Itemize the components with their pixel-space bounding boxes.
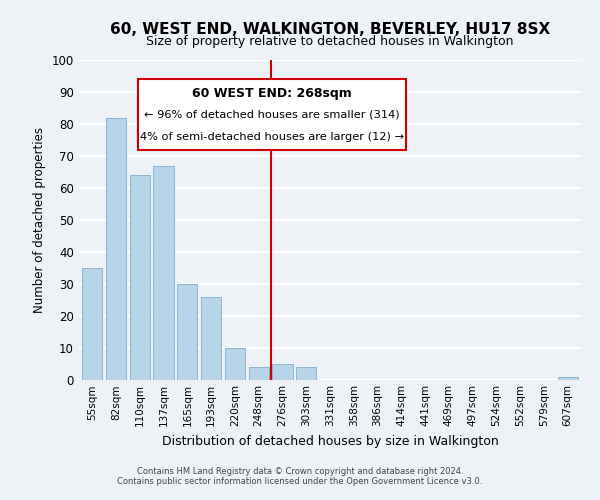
Bar [248,367,269,380]
Text: Contains HM Land Registry data © Crown copyright and database right 2024.: Contains HM Land Registry data © Crown c… [137,467,463,476]
Bar [272,364,293,380]
Text: ← 96% of detached houses are smaller (314): ← 96% of detached houses are smaller (31… [144,110,400,120]
Text: Size of property relative to detached houses in Walkington: Size of property relative to detached ho… [146,35,514,48]
Bar [201,297,221,380]
Bar [557,377,578,380]
Bar [225,348,245,380]
Text: 4% of semi-detached houses are larger (12) →: 4% of semi-detached houses are larger (1… [140,132,404,142]
Y-axis label: Number of detached properties: Number of detached properties [33,127,46,313]
Bar [106,118,126,380]
Text: Contains public sector information licensed under the Open Government Licence v3: Contains public sector information licen… [118,477,482,486]
Bar [130,175,150,380]
Bar [154,166,173,380]
Bar [177,284,197,380]
Bar [82,268,103,380]
Bar [296,367,316,380]
Text: 60 WEST END: 268sqm: 60 WEST END: 268sqm [192,87,352,100]
FancyBboxPatch shape [139,79,406,150]
Text: 60, WEST END, WALKINGTON, BEVERLEY, HU17 8SX: 60, WEST END, WALKINGTON, BEVERLEY, HU17… [110,22,550,38]
X-axis label: Distribution of detached houses by size in Walkington: Distribution of detached houses by size … [161,434,499,448]
